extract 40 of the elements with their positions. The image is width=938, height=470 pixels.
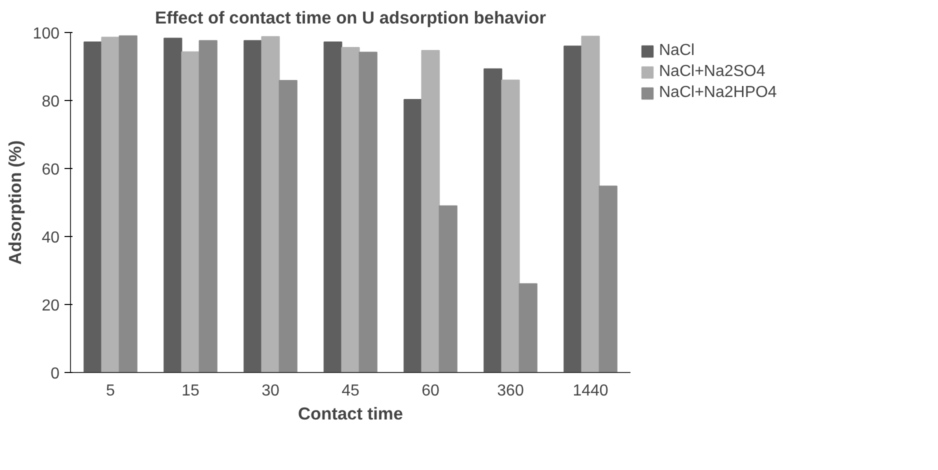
x-axis-title: Contact time [298,404,404,424]
bar [341,46,360,372]
bar [358,52,378,372]
legend-label: NaCl+Na2HPO4 [659,84,777,102]
bar [501,80,520,372]
bar [484,68,502,372]
bar [278,80,298,372]
bar [261,36,280,372]
bar [438,205,458,372]
bar [244,40,262,372]
bar [324,42,342,372]
y-tick-label: 0 [50,366,60,382]
bar [581,36,600,372]
x-tick-label: 360 [497,382,524,400]
y-tick-label: 100 [32,26,60,42]
y-tick-label: 40 [42,230,60,246]
legend-label: NaCl+Na2SO4 [659,63,766,81]
y-tick-label: 80 [42,94,60,110]
bar [164,38,182,372]
x-tick-label: 1440 [572,382,608,400]
x-tick-label: 5 [106,382,116,400]
y-tick-label: 20 [42,298,60,314]
x-tick-label: 60 [422,382,440,400]
chart-title: Effect of contact time on U adsorption behavior [155,8,546,28]
bar [598,186,618,372]
y-tick-label: 60 [42,162,60,178]
bar [84,42,102,372]
bar [518,283,538,372]
bar [421,50,440,372]
x-tick-label: 30 [262,382,280,400]
bar [198,40,218,372]
bar [181,51,200,372]
bar [404,98,422,372]
bar [564,46,582,372]
x-tick-label: 45 [342,382,360,400]
bar [118,35,138,372]
y-axis-title: Adsorption (%) [4,140,25,265]
x-tick-label: 15 [182,382,200,400]
legend-label: NaCl [659,42,695,60]
bar [101,36,120,372]
